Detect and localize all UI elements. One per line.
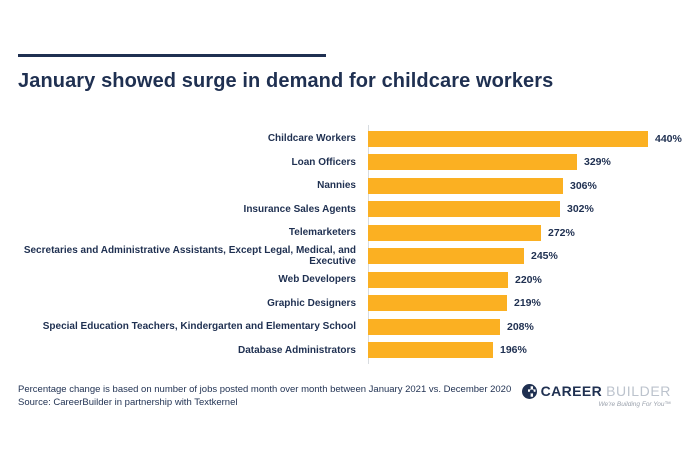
category-label: Loan Officers [291, 156, 356, 168]
bar-track: 306% [368, 174, 678, 198]
bar-value-label: 329% [584, 156, 611, 169]
category-label: Special Education Teachers, Kindergarten… [42, 321, 356, 333]
chart-row: Loan Officers 329% [18, 151, 678, 175]
page-title: January showed surge in demand for child… [18, 70, 554, 92]
bar [368, 177, 563, 194]
bar-chart: Childcare Workers 440% Loan Officers 329% Na… [18, 127, 682, 363]
bar-value-label: 302% [567, 203, 594, 216]
bar [368, 318, 500, 335]
chart-row: Secretaries and Administrative Assistant… [18, 245, 678, 269]
logo-text-career: CAREER [540, 383, 603, 399]
bar [368, 201, 560, 218]
bar-value-label: 219% [514, 297, 541, 310]
title-accent-rule [18, 54, 326, 57]
careerbuilder-wordmark: CAREER BUILDER [521, 383, 671, 399]
bar-track: 196% [368, 339, 678, 363]
bar [368, 224, 541, 241]
category-label: Insurance Sales Agents [243, 203, 356, 215]
chart-footnote: Percentage change is based on number of … [18, 384, 538, 410]
bar-track: 220% [368, 268, 678, 292]
bar-value-label: 306% [570, 179, 597, 192]
bar-track: 302% [368, 198, 678, 222]
bar-track: 208% [368, 315, 678, 339]
bar-value-label: 440% [655, 132, 682, 145]
chart-row: Telemarketers 272% [18, 221, 678, 245]
bar [368, 271, 508, 288]
chart-row: Graphic Designers 219% [18, 292, 678, 316]
bar-value-label: 208% [507, 320, 534, 333]
chart-row: Childcare Workers 440% [18, 127, 682, 151]
bar-track: 219% [368, 292, 678, 316]
category-label: Database Administrators [238, 344, 356, 356]
category-label: Nannies [317, 180, 356, 192]
bar-track: 440% [368, 127, 682, 151]
footnote-line-2: Source: CareerBuilder in partnership wit… [18, 396, 238, 408]
bar [368, 130, 648, 147]
bar [368, 154, 577, 171]
category-label: Secretaries and Administrative Assistant… [23, 245, 356, 268]
bar [368, 248, 524, 265]
bar-track: 245% [368, 245, 678, 269]
logo-tagline: We're Building For You™ [598, 401, 671, 408]
category-label: Graphic Designers [267, 297, 356, 309]
bar-track: 272% [368, 221, 678, 245]
chart-row: Web Developers 220% [18, 268, 678, 292]
category-label: Web Developers [278, 274, 356, 286]
bar-track: 329% [368, 151, 678, 175]
chart-axis-line [368, 125, 369, 364]
category-label: Childcare Workers [267, 133, 356, 145]
chart-row: Database Administrators 196% [18, 339, 678, 363]
bar [368, 342, 493, 359]
category-label: Telemarketers [288, 227, 356, 239]
bar-value-label: 272% [548, 226, 575, 239]
careerbuilder-logo: CAREER BUILDER We're Building For You™ [521, 383, 671, 408]
bar-value-label: 245% [531, 250, 558, 263]
bar [368, 295, 507, 312]
logo-text-builder: BUILDER [606, 383, 671, 399]
bar-value-label: 196% [500, 344, 527, 357]
footnote-line-1: Percentage change is based on number of … [18, 384, 512, 395]
bar-value-label: 220% [515, 273, 542, 286]
careerbuilder-icon [521, 383, 537, 399]
chart-row: Insurance Sales Agents 302% [18, 198, 678, 222]
chart-row: Special Education Teachers, Kindergarten… [18, 315, 678, 339]
chart-row: Nannies 306% [18, 174, 678, 198]
